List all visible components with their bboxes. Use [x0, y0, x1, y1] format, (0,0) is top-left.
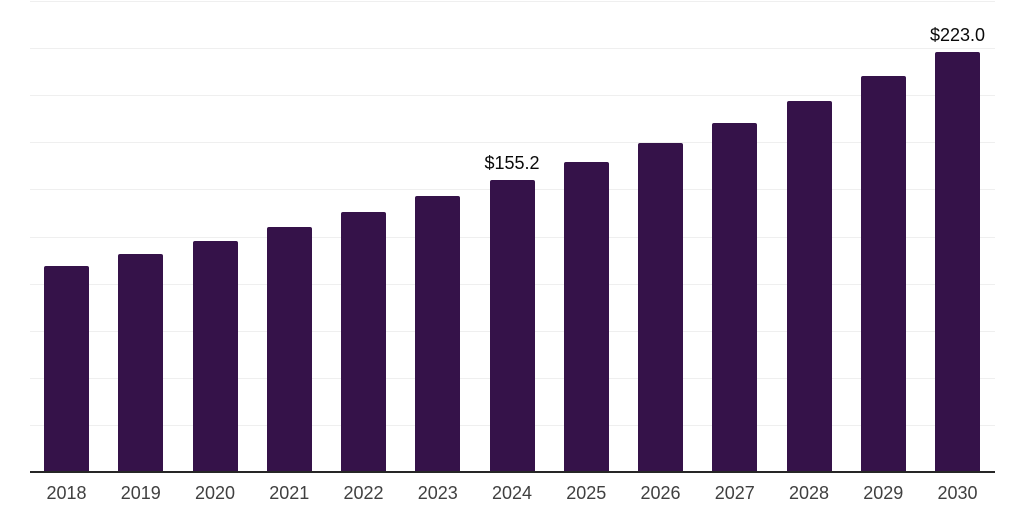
x-tick-label-2030: 2030 [937, 483, 978, 503]
gridline-250 [30, 1, 995, 2]
x-tick-label-2029: 2029 [863, 483, 904, 503]
x-tick-label-2020: 2020 [194, 483, 236, 503]
bar-2019[interactable] [118, 253, 164, 472]
x-axis-line [30, 471, 995, 473]
bar-2025[interactable] [563, 161, 609, 472]
gridline-225 [30, 48, 995, 50]
x-tick-label-2021: 2021 [269, 483, 310, 503]
gridline-175 [30, 142, 995, 144]
bar-2028[interactable] [786, 101, 832, 472]
x-tick-label-2018: 2018 [46, 483, 87, 503]
bar-2018[interactable] [44, 265, 89, 472]
x-tick-label-2022: 2022 [343, 483, 384, 503]
gridline-200 [30, 95, 995, 97]
x-tick-label-2028: 2028 [788, 483, 830, 503]
x-tick-label-2019: 2019 [120, 483, 161, 503]
x-tick-label-2027: 2027 [714, 483, 755, 503]
bar-2029[interactable] [860, 76, 906, 472]
x-tick-label-2026: 2026 [640, 483, 681, 503]
data-label-2030: $223.0 [929, 24, 986, 45]
bar-2023[interactable] [415, 195, 461, 472]
data-label-2024: $155.2 [484, 152, 540, 173]
bar-2026[interactable] [638, 143, 683, 472]
x-tick-label-2024: 2024 [491, 483, 533, 503]
bar-2030[interactable] [935, 51, 980, 472]
bar-2022[interactable] [341, 212, 386, 472]
bar-2020[interactable] [192, 240, 238, 472]
x-tick-label-2025: 2025 [566, 483, 607, 503]
x-tick-label-2023: 2023 [417, 483, 458, 503]
bar-2021[interactable] [266, 226, 312, 472]
bar-2024[interactable] [489, 179, 535, 472]
bar-2027[interactable] [712, 122, 758, 472]
